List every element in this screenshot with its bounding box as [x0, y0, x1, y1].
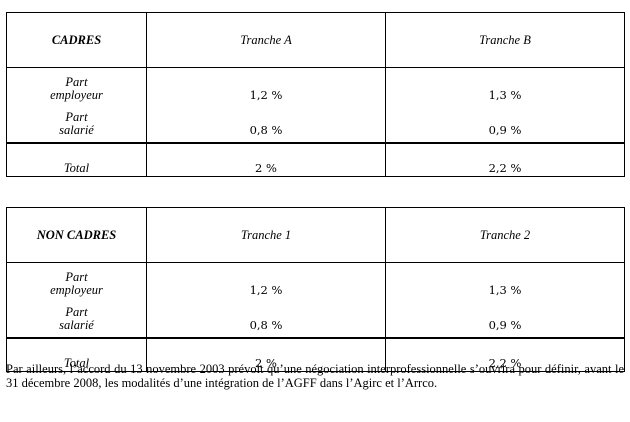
rate-cell: 0,8 % — [146, 103, 386, 138]
row-label-employee: Part salarié — [6, 298, 147, 333]
row-label-total: Total — [6, 338, 147, 372]
total-cell: 2,2 % — [385, 338, 625, 372]
rate-cell: 0,9 % — [385, 298, 625, 333]
rate-cell: 1,3 % — [385, 262, 625, 298]
row-label-total: Total — [6, 143, 147, 177]
column-header: Tranche A — [146, 12, 386, 68]
rate-cell: 1,2 % — [146, 67, 386, 103]
rate-cell: 0,9 % — [385, 103, 625, 138]
column-header: Tranche 1 — [146, 207, 386, 263]
body-paragraph: Par ailleurs, l’accord du 13 novembre 20… — [6, 362, 624, 390]
table-divider — [6, 138, 625, 144]
column-header: Tranche 2 — [385, 207, 625, 263]
table-category-label: CADRES — [6, 12, 147, 68]
table-row: Part salarié 0,8 % 0,9 % — [6, 298, 625, 333]
table-header-row: CADRES Tranche A Tranche B — [6, 12, 625, 68]
table-row: Part employeur 1,2 % 1,3 % — [6, 262, 625, 298]
table-header-row: NON CADRES Tranche 1 Tranche 2 — [6, 207, 625, 263]
rate-cell: 1,2 % — [146, 262, 386, 298]
rate-cell: 0,8 % — [146, 298, 386, 333]
rate-cell: 1,3 % — [385, 67, 625, 103]
column-header: Tranche B — [385, 12, 625, 68]
row-label-employee: Part salarié — [6, 103, 147, 138]
table-total-row: Total 2 % 2,2 % — [6, 338, 625, 372]
row-label-employer: Part employeur — [6, 67, 147, 103]
table-divider — [6, 333, 625, 339]
total-cell: 2 % — [146, 143, 386, 177]
table-total-row: Total 2 % 2,2 % — [6, 143, 625, 177]
table-category-label: NON CADRES — [6, 207, 147, 263]
total-cell: 2,2 % — [385, 143, 625, 177]
table-row: Part employeur 1,2 % 1,3 % — [6, 67, 625, 103]
row-label-employer: Part employeur — [6, 262, 147, 298]
cadres-table: CADRES Tranche A Tranche B Part employeu… — [6, 12, 625, 177]
table-row: Part salarié 0,8 % 0,9 % — [6, 103, 625, 138]
non-cadres-table: NON CADRES Tranche 1 Tranche 2 Part empl… — [6, 207, 625, 372]
